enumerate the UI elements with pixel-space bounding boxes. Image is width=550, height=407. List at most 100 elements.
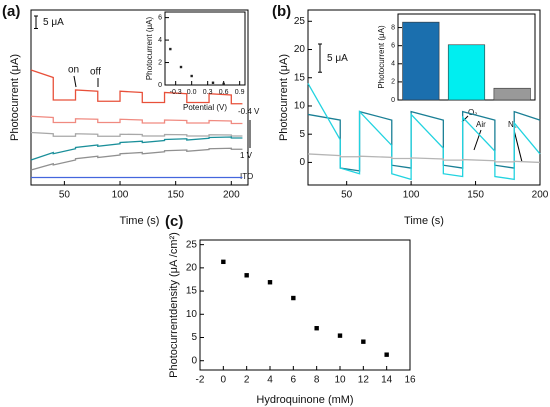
x-axis-label: Hydroquinone (mM) [256,394,353,406]
series-line [30,115,243,125]
x-tick-label: 50 [59,190,71,201]
panel-1: -0.3 0.0 0.3 0.6 0.9 0 2 4 6 Potential (V) Photocu… [145,11,246,112]
plot-frame [30,9,249,186]
point [337,333,343,338]
y-tick-label: 10 [294,101,306,112]
y-tick-label: 20 [294,44,306,55]
panel-3: 0 2 4 6 8 Photocurrent (μA) [377,13,536,104]
x-tick-label: 100 [403,190,420,201]
x-tick-label: 0.3 [203,89,213,96]
x-tick-label: 16 [404,375,416,386]
annotation: on [68,65,79,76]
series-line [307,83,541,181]
point [314,326,319,331]
point [190,74,193,78]
annotations-a: on off -0.4 V 1 V ITO [68,65,260,181]
x-axis-label: Potential (V) [183,103,227,112]
x-tick-label: 2 [244,375,250,386]
arrow [473,129,482,151]
y-axis-label: Photocurrentdensity (μA /cm²) [168,232,180,378]
y-tick-label: 2 [391,79,395,86]
point [267,280,273,285]
annotation: off [90,67,101,78]
annotation: 1 V [240,151,253,160]
x-tick-label: 200 [223,190,240,201]
bar [493,87,531,101]
y-axis-label: Photocurrent (μA) [377,25,386,89]
x-tick-label: 100 [112,190,129,201]
point [221,259,226,265]
y-tick-label: 5 [191,332,197,343]
y-tick-label: 10 [186,309,198,320]
point [291,295,296,301]
annotations-b: O₂ Air N₂ [461,108,523,163]
y-tick-label: 6 [158,14,162,21]
x-tick-label: 6 [291,375,297,386]
x-tick-label: 12 [358,375,370,386]
panel-4: -2 0 2 4 6 8 10 12 14 16 0 5 10 15 20 25 Hydroquinone (m… [165,213,416,406]
y-tick-label: 25 [186,239,198,250]
plot-frame [307,9,541,186]
x-tick-label: 8 [314,375,320,386]
x-axis-label: Time (s) [404,215,444,227]
scale-label: 5 μA [43,17,64,28]
panel-label: (b) [272,3,291,20]
point [169,47,172,51]
x-tick-label: 0 [221,375,227,386]
y-tick-label: 6 [391,43,395,50]
y-tick-label: 15 [186,286,198,297]
y-tick-label: 2 [158,59,162,66]
y-tick-label: 0 [391,97,395,104]
annotation: -0.4 V [238,107,260,116]
point [222,82,225,86]
point [179,65,183,69]
series-line [30,131,243,137]
bar [402,21,440,101]
x-tick-label: 50 [341,190,353,201]
series-line [30,136,243,161]
panel-label: (a) [2,3,20,20]
point [211,81,215,84]
series-label: N₂ [508,120,517,129]
x-tick-label: 0.9 [235,89,245,96]
y-tick-label: 4 [391,61,395,68]
x-tick-label: 0.0 [187,89,197,96]
series-label: ITO [240,172,253,181]
x-tick-label: 150 [467,190,484,201]
x-tick-label: -0.3 [170,89,182,96]
y-axis-label: Photocurrent (μA) [278,54,290,141]
y-tick-label: 0 [158,82,162,89]
y-axis-label: Photocurrent (μA) [145,17,154,81]
series-line [30,69,243,105]
series-line [30,147,243,171]
x-tick-label: 150 [167,190,184,201]
series-line [307,110,541,172]
x-tick-label: 0.6 [219,89,229,96]
point [384,352,389,357]
y-axis-label: Photocurrent (μA) [9,54,21,141]
arrow [513,129,523,163]
x-tick-label: 14 [381,375,393,386]
x-tick-label: -2 [196,375,205,386]
series-line [307,153,541,164]
y-tick-label: 5 [299,129,305,140]
point [361,339,366,344]
plot-frame [164,11,246,86]
point [244,273,249,278]
x-tick-label: 10 [334,375,346,386]
x-tick-label: 200 [532,190,549,201]
series-label: Air [476,120,486,129]
bar [447,44,486,101]
panel-0: 50 100 150 200 Time (s) Photocurrent (μA) (a) 5… [2,3,249,227]
y-tick-label: 0 [299,157,305,168]
y-tick-label: 20 [186,262,198,273]
arrow [73,75,77,88]
y-tick-label: 0 [191,355,197,366]
plot-frame [199,239,411,371]
scale-label: 5 μA [327,53,348,64]
series-label: O₂ [468,108,477,117]
y-tick-label: 15 [294,72,306,83]
y-tick-label: 25 [294,16,306,27]
